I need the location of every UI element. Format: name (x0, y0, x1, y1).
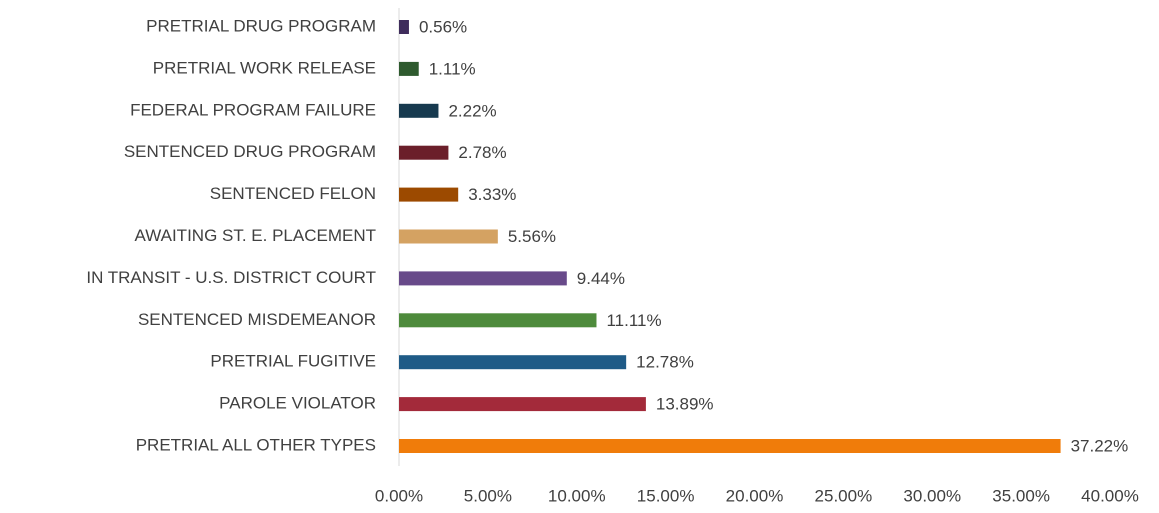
data-label: 1.11% (429, 59, 476, 78)
data-label: 11.11% (606, 311, 661, 330)
bar (399, 20, 409, 34)
data-label: 13.89% (656, 395, 714, 414)
x-tick-label: 0.00% (375, 486, 423, 505)
bar (399, 61, 419, 76)
x-tick-label: 10.00% (548, 486, 606, 505)
y-tick-label: AWAITING ST. E. PLACEMENT (135, 226, 377, 245)
y-tick-label: IN TRANSIT - U.S. DISTRICT COURT (86, 268, 376, 287)
y-tick-label: PRETRIAL FUGITIVE (210, 352, 376, 371)
x-tick-label: 5.00% (464, 486, 512, 505)
y-tick-label: FEDERAL PROGRAM FAILURE (130, 100, 376, 119)
y-tick-label: SENTENCED FELON (210, 184, 376, 203)
x-tick-label: 35.00% (992, 486, 1050, 505)
y-tick-label: PRETRIAL WORK RELEASE (153, 58, 376, 77)
x-tick-label: 30.00% (903, 486, 961, 505)
bar (399, 355, 627, 370)
bar (399, 145, 449, 160)
x-tick-label: 25.00% (815, 486, 873, 505)
data-label: 2.22% (448, 101, 496, 120)
bar (399, 271, 567, 286)
bar (399, 187, 459, 202)
y-tick-label: SENTENCED DRUG PROGRAM (124, 142, 376, 161)
y-tick-label: SENTENCED MISDEMEANOR (138, 310, 376, 329)
y-tick-label: PRETRIAL ALL OTHER TYPES (136, 435, 376, 454)
x-tick-label: 40.00% (1081, 486, 1139, 505)
data-label: 5.56% (508, 227, 556, 246)
bar (399, 229, 498, 244)
x-tick-label: 15.00% (637, 486, 695, 505)
bar (399, 439, 1061, 453)
bar (399, 103, 439, 118)
y-tick-label: PRETRIAL DRUG PROGRAM (146, 16, 376, 35)
data-label: 0.56% (419, 17, 467, 36)
data-label: 37.22% (1071, 436, 1129, 455)
data-label: 9.44% (577, 269, 625, 288)
data-label: 2.78% (458, 143, 506, 162)
data-label: 3.33% (468, 185, 516, 204)
x-tick-label: 20.00% (726, 486, 784, 505)
y-tick-label: PAROLE VIOLATOR (219, 394, 376, 413)
bar (399, 313, 597, 328)
data-label: 12.78% (636, 353, 694, 372)
bar (399, 397, 646, 412)
